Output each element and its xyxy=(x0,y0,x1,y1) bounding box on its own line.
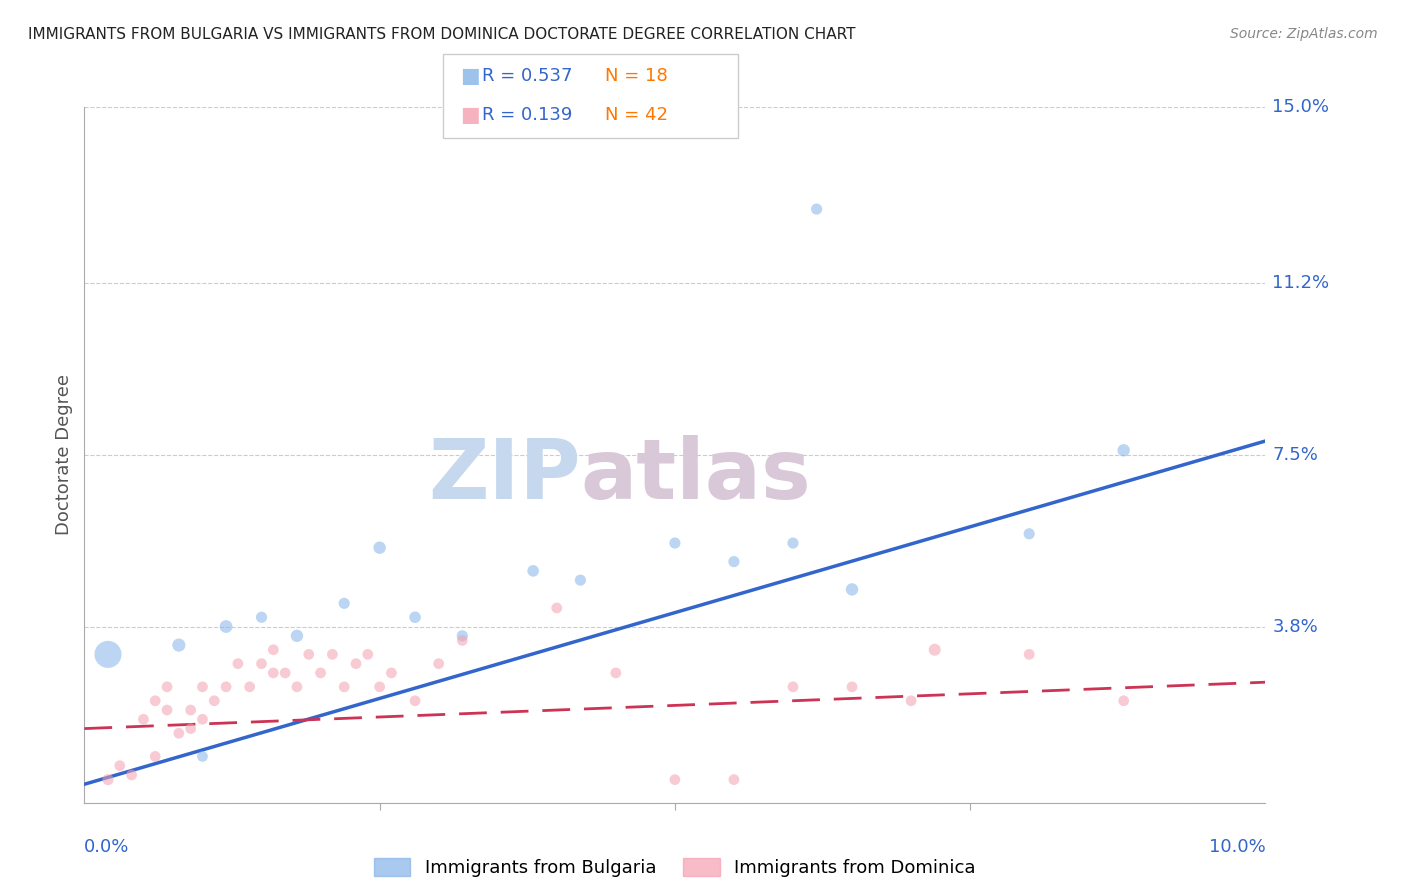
Point xyxy=(262,665,284,680)
Point xyxy=(215,619,238,633)
Point xyxy=(97,772,120,787)
Point xyxy=(427,657,450,671)
Point xyxy=(191,712,214,726)
Point xyxy=(239,680,262,694)
Point xyxy=(404,694,426,708)
Point xyxy=(180,722,202,736)
Point xyxy=(333,680,356,694)
Point xyxy=(451,633,474,648)
Point xyxy=(1112,694,1135,708)
Text: 3.8%: 3.8% xyxy=(1272,617,1319,635)
Point xyxy=(309,665,332,680)
Text: N = 18: N = 18 xyxy=(605,68,668,86)
Point xyxy=(546,601,568,615)
Point xyxy=(569,573,592,587)
Point xyxy=(132,712,155,726)
Point xyxy=(806,202,828,216)
Point xyxy=(250,657,273,671)
Point xyxy=(664,772,686,787)
Text: Source: ZipAtlas.com: Source: ZipAtlas.com xyxy=(1230,27,1378,41)
Point xyxy=(143,749,166,764)
Point xyxy=(108,758,131,772)
Point xyxy=(285,680,308,694)
Point xyxy=(285,629,308,643)
Text: R = 0.139: R = 0.139 xyxy=(482,106,572,124)
Point xyxy=(1018,526,1040,541)
Point xyxy=(782,536,804,550)
Text: ZIP: ZIP xyxy=(427,435,581,516)
Point xyxy=(723,555,745,569)
Point xyxy=(167,638,190,652)
Point xyxy=(202,694,225,708)
Point xyxy=(321,648,343,662)
Point xyxy=(380,665,402,680)
Text: 11.2%: 11.2% xyxy=(1272,275,1330,293)
Point xyxy=(1018,648,1040,662)
Point xyxy=(143,694,166,708)
Point xyxy=(357,648,380,662)
Text: R = 0.537: R = 0.537 xyxy=(482,68,572,86)
Point xyxy=(723,772,745,787)
Point xyxy=(605,665,627,680)
Point xyxy=(344,657,367,671)
Text: 7.5%: 7.5% xyxy=(1272,446,1319,464)
Point xyxy=(167,726,190,740)
Text: atlas: atlas xyxy=(581,435,811,516)
Point xyxy=(226,657,249,671)
Point xyxy=(215,680,238,694)
Point xyxy=(191,680,214,694)
Point xyxy=(180,703,202,717)
Point xyxy=(368,541,391,555)
Point xyxy=(191,749,214,764)
Text: 0.0%: 0.0% xyxy=(84,838,129,856)
Point xyxy=(368,680,391,694)
Point xyxy=(924,642,946,657)
Point xyxy=(404,610,426,624)
Text: ■: ■ xyxy=(460,105,479,126)
Point xyxy=(841,680,863,694)
Legend: Immigrants from Bulgaria, Immigrants from Dominica: Immigrants from Bulgaria, Immigrants fro… xyxy=(367,850,983,884)
Point xyxy=(900,694,922,708)
Point xyxy=(156,703,179,717)
Point xyxy=(262,642,284,657)
Point xyxy=(841,582,863,597)
Point xyxy=(156,680,179,694)
Point xyxy=(97,648,120,662)
Point xyxy=(274,665,297,680)
Point xyxy=(522,564,544,578)
Point xyxy=(333,596,356,610)
Text: 15.0%: 15.0% xyxy=(1272,98,1330,116)
Point xyxy=(451,629,474,643)
Y-axis label: Doctorate Degree: Doctorate Degree xyxy=(55,375,73,535)
Text: IMMIGRANTS FROM BULGARIA VS IMMIGRANTS FROM DOMINICA DOCTORATE DEGREE CORRELATIO: IMMIGRANTS FROM BULGARIA VS IMMIGRANTS F… xyxy=(28,27,856,42)
Text: N = 42: N = 42 xyxy=(605,106,668,124)
Point xyxy=(250,610,273,624)
Point xyxy=(1112,443,1135,458)
Point xyxy=(121,768,143,782)
Point xyxy=(664,536,686,550)
Text: 10.0%: 10.0% xyxy=(1209,838,1265,856)
Text: ■: ■ xyxy=(460,66,479,87)
Point xyxy=(782,680,804,694)
Point xyxy=(298,648,321,662)
